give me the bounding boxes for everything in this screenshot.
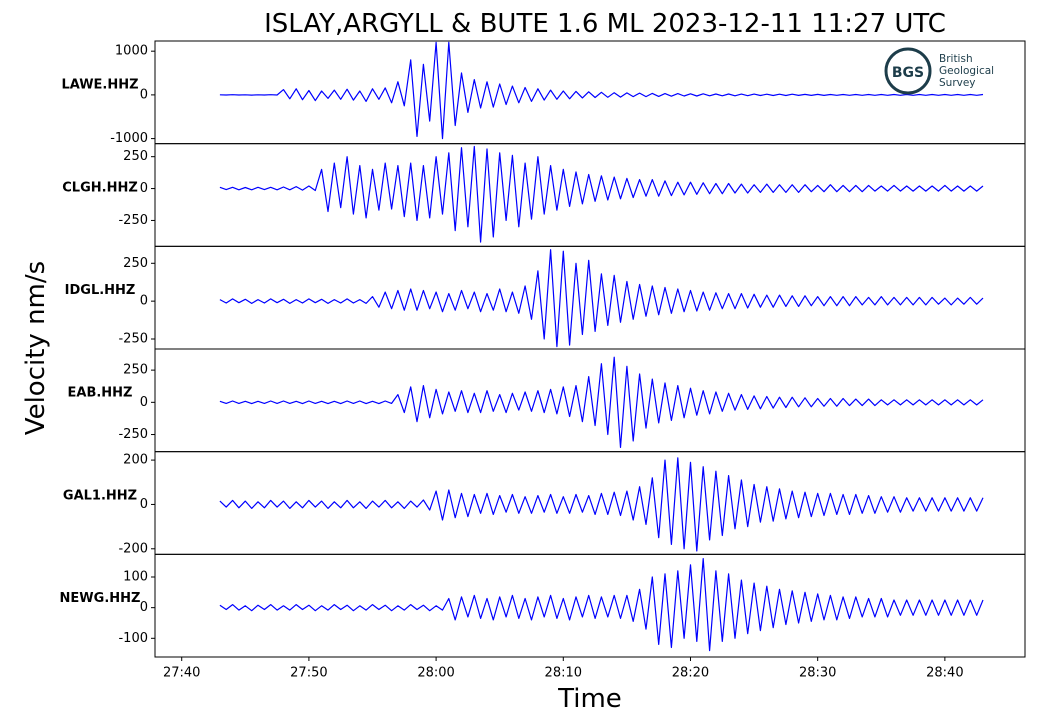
y-tick-label: -200 [118,541,148,556]
chart-title: ISLAY,ARGYLL & BUTE 1.6 ML 2023-12-11 11… [264,9,946,39]
y-tick-label: -250 [118,427,148,442]
logo-text: Geological [939,65,994,77]
station-label: IDGL.HHZ [65,283,136,298]
y-tick-label: 0 [140,600,148,615]
panel-frame [154,553,1026,658]
y-tick-label: -250 [118,213,148,228]
x-tick-label: 28:20 [672,666,709,681]
y-tick-label: 0 [140,497,148,512]
waveform [219,558,984,652]
y-tick-label: 0 [140,294,148,309]
logo-text: British [939,53,973,65]
station-label: LAWE.HHZ [61,78,138,93]
waveform [219,356,984,448]
x-tick-label: 27:50 [290,666,327,681]
y-tick-label: 0 [140,395,148,410]
y-tick-label: 0 [140,181,148,196]
station-label: NEWG.HHZ [60,591,141,606]
y-tick-label: -250 [118,332,148,347]
y-axis-label: Velocity nm/s [21,261,51,435]
waveform [219,41,984,140]
y-tick-label: 0 [140,87,148,102]
y-tick-label: 1000 [115,44,148,59]
waveform [219,145,984,243]
y-tick-label: 200 [123,453,148,468]
x-tick-label: 28:30 [799,666,836,681]
x-tick-label: 28:40 [926,666,963,681]
station-label: GAL1.HHZ [63,488,137,503]
x-tick-label: 27:40 [163,666,200,681]
waveform [219,457,984,552]
y-tick-label: 100 [123,570,148,585]
x-axis-label: Time [557,684,622,714]
logo-band [890,64,926,79]
y-tick-label: 250 [123,149,148,164]
y-tick-label: -100 [118,631,148,646]
x-tick-label: 28:00 [417,666,454,681]
y-tick-label: 250 [123,363,148,378]
logo-text: Survey [939,77,976,89]
y-tick-label: -1000 [110,131,148,146]
logo-abbr: BGS [892,65,924,81]
x-tick-label: 28:10 [545,666,582,681]
logo: BGS British Geological Survey [884,47,994,95]
station-label: EAB.HHZ [68,386,133,401]
station-label: CLGH.HHZ [62,180,138,195]
waveform [219,249,984,348]
y-tick-label: 250 [123,256,148,271]
